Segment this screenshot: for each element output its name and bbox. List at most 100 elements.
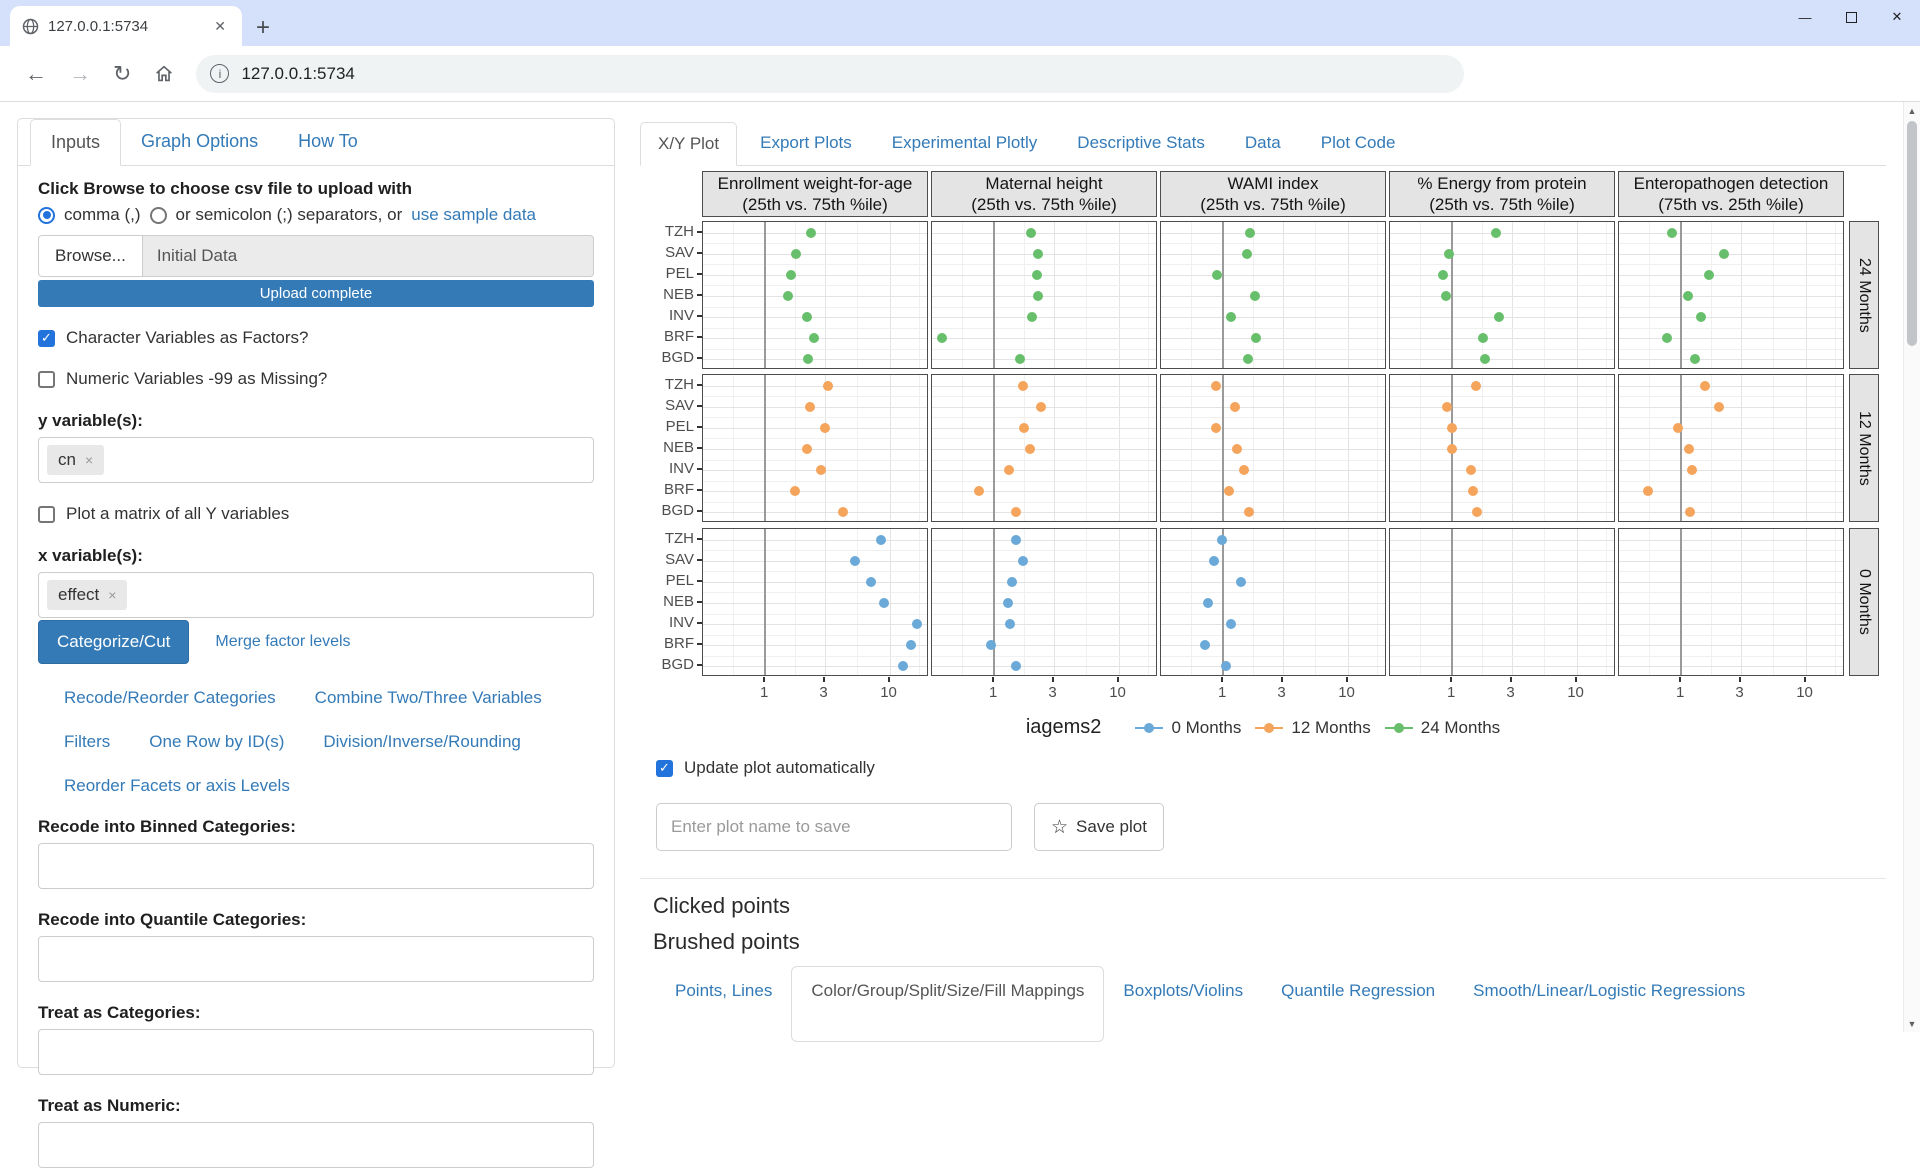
y-variable-select[interactable]: cn × — [38, 437, 594, 483]
data-point[interactable] — [912, 619, 922, 629]
data-point[interactable] — [1683, 291, 1693, 301]
data-point[interactable] — [1242, 249, 1252, 259]
panel-enteropathogen-detection-12-months[interactable] — [1618, 374, 1844, 522]
data-point[interactable] — [802, 312, 812, 322]
data-point[interactable] — [1643, 486, 1653, 496]
address-bar[interactable]: i 127.0.0.1:5734 — [196, 55, 1464, 93]
data-point[interactable] — [786, 270, 796, 280]
panel-enrollment-weight-for-age-0-months[interactable] — [702, 528, 928, 676]
panel-enteropathogen-detection-24-months[interactable] — [1618, 221, 1844, 369]
data-point[interactable] — [1250, 291, 1260, 301]
data-point[interactable] — [906, 640, 916, 650]
data-point[interactable] — [1466, 465, 1476, 475]
data-point[interactable] — [823, 381, 833, 391]
data-point[interactable] — [791, 249, 801, 259]
categorize-cut-button[interactable]: Categorize/Cut — [38, 620, 189, 664]
data-point[interactable] — [783, 291, 793, 301]
scroll-down-icon[interactable]: ▼ — [1904, 1015, 1920, 1032]
data-point[interactable] — [876, 535, 886, 545]
home-icon[interactable] — [153, 63, 175, 85]
data-point[interactable] — [1211, 381, 1221, 391]
data-point[interactable] — [1690, 354, 1700, 364]
data-point[interactable] — [1662, 333, 1672, 343]
data-point[interactable] — [866, 577, 876, 587]
data-point[interactable] — [1203, 598, 1213, 608]
page-scrollbar[interactable]: ▲ ▼ — [1903, 102, 1920, 1032]
data-point[interactable] — [1494, 312, 1504, 322]
data-point[interactable] — [1442, 402, 1452, 412]
matrix-checkbox[interactable] — [38, 506, 55, 523]
data-point[interactable] — [1696, 312, 1706, 322]
data-point[interactable] — [1245, 228, 1255, 238]
tab-x-y-plot[interactable]: X/Y Plot — [640, 122, 737, 166]
data-point[interactable] — [1027, 312, 1037, 322]
data-point[interactable] — [1447, 444, 1457, 454]
new-tab-button[interactable]: + — [256, 16, 270, 40]
panel-wami-index-0-months[interactable] — [1160, 528, 1386, 676]
use-sample-data-link[interactable]: use sample data — [411, 205, 536, 225]
char-factors-checkbox[interactable]: ✓ — [38, 330, 55, 347]
data-point[interactable] — [1212, 270, 1222, 280]
tab-descriptive-stats[interactable]: Descriptive Stats — [1060, 122, 1222, 166]
panel-enrollment-weight-for-age-12-months[interactable] — [702, 374, 928, 522]
data-point[interactable] — [898, 661, 908, 671]
data-point[interactable] — [1243, 354, 1253, 364]
panel-enteropathogen-detection-0-months[interactable] — [1618, 528, 1844, 676]
data-point[interactable] — [802, 444, 812, 454]
data-point[interactable] — [1019, 423, 1029, 433]
tab-plot-code[interactable]: Plot Code — [1304, 122, 1413, 166]
x-variable-select[interactable]: effect × — [38, 572, 594, 618]
field-input-recode-into-quantile-categories[interactable] — [38, 936, 594, 982]
link-one-row-by-id-s[interactable]: One Row by ID(s) — [149, 732, 284, 752]
data-point[interactable] — [805, 402, 815, 412]
data-point[interactable] — [1221, 661, 1231, 671]
link-recode-reorder-categories[interactable]: Recode/Reorder Categories — [64, 688, 276, 708]
data-point[interactable] — [974, 486, 984, 496]
field-input-treat-as-numeric[interactable] — [38, 1122, 594, 1168]
data-point[interactable] — [850, 556, 860, 566]
back-icon[interactable]: ← — [25, 63, 47, 85]
scrollbar-thumb[interactable] — [1907, 121, 1917, 346]
data-point[interactable] — [1714, 402, 1724, 412]
data-point[interactable] — [937, 333, 947, 343]
data-point[interactable] — [1251, 333, 1261, 343]
tab-export-plots[interactable]: Export Plots — [743, 122, 869, 166]
data-point[interactable] — [1224, 486, 1234, 496]
merge-factor-levels-link[interactable]: Merge factor levels — [215, 633, 350, 651]
browser-tab[interactable]: 127.0.0.1:5734 ✕ — [10, 6, 242, 46]
data-point[interactable] — [803, 354, 813, 364]
panel-energy-from-protein-24-months[interactable] — [1389, 221, 1615, 369]
data-point[interactable] — [1003, 598, 1013, 608]
data-point[interactable] — [1239, 465, 1249, 475]
data-point[interactable] — [1026, 228, 1036, 238]
data-point[interactable] — [1011, 535, 1021, 545]
data-point[interactable] — [1032, 270, 1042, 280]
field-input-treat-as-categories[interactable] — [38, 1029, 594, 1075]
semicolon-radio[interactable] — [150, 207, 167, 224]
data-point[interactable] — [1480, 354, 1490, 364]
data-point[interactable] — [1025, 444, 1035, 454]
update-plot-checkbox[interactable]: ✓ — [656, 760, 673, 777]
tab-color-group-split-size-fill-mappings[interactable]: Color/Group/Split/Size/Fill Mappings — [791, 966, 1104, 1042]
data-point[interactable] — [1217, 535, 1227, 545]
data-point[interactable] — [1211, 423, 1221, 433]
data-point[interactable] — [1033, 249, 1043, 259]
link-filters[interactable]: Filters — [64, 732, 110, 752]
data-point[interactable] — [1033, 291, 1043, 301]
panel-energy-from-protein-0-months[interactable] — [1389, 528, 1615, 676]
sidebar-tab-inputs[interactable]: Inputs — [30, 119, 121, 166]
field-input-recode-into-binned-categories[interactable] — [38, 843, 594, 889]
link-reorder-facets-or-axis-levels[interactable]: Reorder Facets or axis Levels — [64, 776, 290, 796]
data-point[interactable] — [879, 598, 889, 608]
data-point[interactable] — [816, 465, 826, 475]
reload-icon[interactable]: ↻ — [113, 63, 131, 85]
data-point[interactable] — [806, 228, 816, 238]
comma-radio[interactable] — [38, 207, 55, 224]
data-point[interactable] — [1230, 402, 1240, 412]
minimize-button[interactable]: — — [1782, 0, 1828, 34]
data-point[interactable] — [1700, 381, 1710, 391]
panel-maternal-height-12-months[interactable] — [931, 374, 1157, 522]
panel-maternal-height-24-months[interactable] — [931, 221, 1157, 369]
link-combine-two-three-variables[interactable]: Combine Two/Three Variables — [315, 688, 542, 708]
data-point[interactable] — [1007, 577, 1017, 587]
